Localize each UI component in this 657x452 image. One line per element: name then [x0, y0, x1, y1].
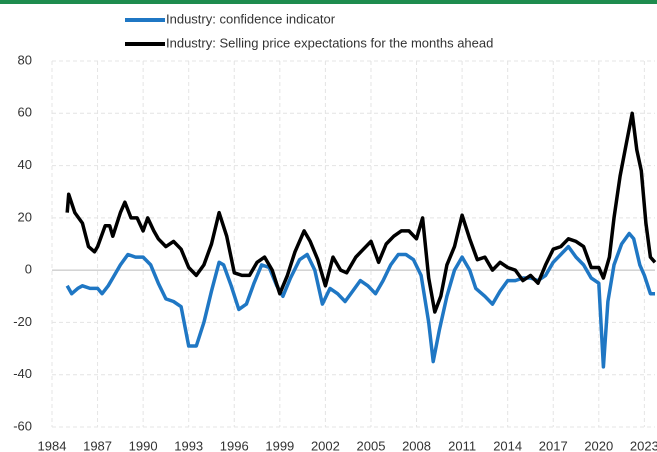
- legend-label: Industry: Selling price expectations for…: [166, 35, 493, 50]
- x-tick-label: 2002: [311, 438, 340, 452]
- x-tick-label: 2011: [448, 438, 476, 452]
- y-tick-label: -40: [13, 366, 32, 381]
- series-line: [65, 231, 655, 369]
- x-tick-label: 2023: [630, 438, 657, 452]
- series-line: [65, 111, 657, 314]
- x-tick-label: 2020: [584, 438, 613, 452]
- x-tick-label: 1987: [83, 438, 112, 452]
- x-tick-label: 2008: [402, 438, 431, 452]
- y-tick-label: 80: [18, 52, 32, 67]
- y-tick-label: 60: [18, 105, 32, 120]
- x-tick-label: 1990: [129, 438, 158, 452]
- top-bar: [0, 0, 657, 4]
- x-tick-label: 2017: [539, 438, 568, 452]
- x-tick-label: 1996: [220, 438, 249, 452]
- y-tick-label: 0: [25, 262, 32, 277]
- y-tick-label: 20: [18, 209, 32, 224]
- y-tick-label: 40: [18, 157, 32, 172]
- x-tick-label: 2005: [357, 438, 386, 452]
- y-tick-label: -20: [13, 314, 32, 329]
- y-tick-label: -60: [13, 418, 32, 433]
- x-tick-label: 2014: [493, 438, 522, 452]
- x-tick-label: 1984: [38, 438, 67, 452]
- x-tick-label: 1999: [265, 438, 294, 452]
- legend-label: Industry: confidence indicator: [166, 11, 336, 26]
- x-tick-label: 1993: [174, 438, 203, 452]
